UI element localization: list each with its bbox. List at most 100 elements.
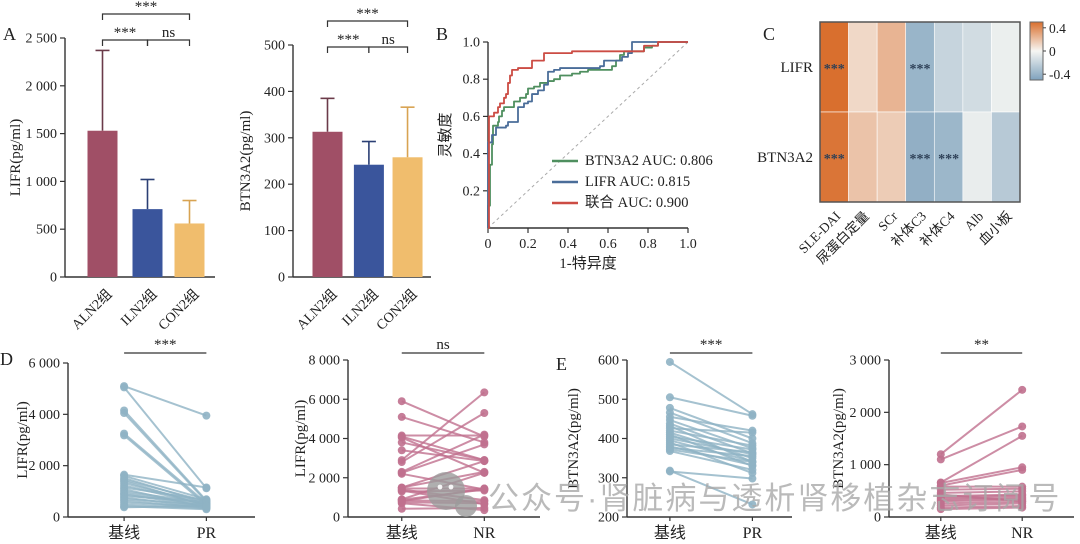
svg-text:2 500: 2 500 bbox=[26, 32, 58, 47]
svg-text:LIFR(pg/ml): LIFR(pg/ml) bbox=[293, 400, 309, 478]
data-point bbox=[748, 411, 757, 420]
svg-text:200: 200 bbox=[264, 178, 285, 193]
heatmap-row-label: BTN3A2 bbox=[757, 150, 813, 166]
category-label: 基线 bbox=[925, 524, 957, 542]
sig-bracket bbox=[326, 20, 409, 27]
heatmap-cell bbox=[848, 111, 878, 203]
svg-text:0.4: 0.4 bbox=[559, 237, 577, 252]
pair-line bbox=[401, 433, 485, 473]
svg-text:2 000: 2 000 bbox=[309, 471, 341, 486]
svg-text:2 000: 2 000 bbox=[29, 459, 61, 474]
sig-label: ns bbox=[382, 32, 396, 48]
svg-text:400: 400 bbox=[264, 85, 285, 100]
data-point bbox=[397, 412, 406, 421]
heatmap-sig: *** bbox=[938, 152, 959, 167]
sig-label: *** bbox=[135, 0, 158, 15]
pair-line bbox=[669, 441, 753, 474]
svg-text:4 000: 4 000 bbox=[29, 408, 61, 423]
panel-label-a: A bbox=[3, 24, 16, 44]
svg-text:BTN3A2(pg/ml): BTN3A2(pg/ml) bbox=[566, 388, 582, 489]
data-point bbox=[480, 503, 489, 512]
data-point bbox=[397, 469, 406, 478]
colorbar-tick: 0.4 bbox=[1049, 21, 1066, 36]
category-label: NR bbox=[473, 525, 496, 542]
data-point bbox=[748, 465, 757, 474]
pair-line bbox=[669, 470, 753, 480]
svg-text:1 500: 1 500 bbox=[26, 127, 58, 142]
heatmap-cell bbox=[962, 111, 992, 203]
pair-line bbox=[669, 450, 753, 471]
pair-line bbox=[669, 446, 753, 458]
data-point bbox=[1018, 431, 1027, 440]
heatmap-cell bbox=[962, 21, 992, 113]
data-point bbox=[665, 357, 674, 366]
svg-text:1.0: 1.0 bbox=[463, 36, 481, 51]
data-point bbox=[480, 468, 489, 477]
pair-line bbox=[669, 396, 753, 417]
bar-ILN2组 bbox=[353, 164, 384, 277]
paired-chart-e2: 0 1 000 2 000 3 000 BTN3A2(pg/ml) 基线 NR ** bbox=[831, 337, 1074, 542]
data-point bbox=[480, 484, 489, 493]
pair-line bbox=[401, 506, 485, 510]
data-point bbox=[748, 500, 757, 509]
svg-text:1 000: 1 000 bbox=[26, 175, 58, 190]
svg-text:0: 0 bbox=[333, 511, 340, 526]
panel-label-c: C bbox=[763, 24, 776, 44]
category-label: PR bbox=[197, 525, 217, 542]
heatmap-cell bbox=[991, 21, 1021, 113]
category-label: ILN2组 bbox=[118, 287, 161, 330]
heatmap-cell bbox=[876, 21, 907, 113]
pair-line bbox=[401, 441, 485, 462]
heatmap-sig: *** bbox=[910, 62, 931, 77]
paired-chart-e1: 200 300 400 500 600 BTN3A2(pg/ml) 基线 PR *** bbox=[566, 337, 792, 542]
pair-line bbox=[940, 389, 1023, 455]
data-point bbox=[397, 438, 406, 447]
data-point bbox=[1018, 503, 1027, 512]
data-point bbox=[665, 447, 674, 456]
data-point bbox=[397, 458, 406, 467]
pair-line bbox=[123, 385, 207, 417]
svg-text:0.8: 0.8 bbox=[639, 237, 657, 252]
pair-line bbox=[669, 429, 753, 447]
svg-text:100: 100 bbox=[264, 224, 285, 239]
heatmap-cell bbox=[933, 21, 964, 113]
data-point bbox=[480, 408, 489, 417]
svg-text:300: 300 bbox=[598, 471, 619, 486]
svg-text:LIFR(pg/ml): LIFR(pg/ml) bbox=[8, 119, 24, 197]
pair-line bbox=[940, 496, 1023, 500]
pair-line bbox=[940, 494, 1023, 499]
pair-line bbox=[669, 427, 753, 434]
data-point bbox=[480, 388, 489, 397]
svg-text:600: 600 bbox=[598, 354, 619, 369]
pair-line bbox=[401, 415, 485, 444]
svg-text:0: 0 bbox=[485, 237, 492, 252]
pair-line bbox=[669, 361, 753, 416]
heatmap-cell bbox=[848, 21, 878, 113]
colorbar bbox=[1029, 21, 1044, 81]
bar-CON2组 bbox=[174, 223, 205, 277]
heatmap-cell bbox=[991, 111, 1021, 203]
pair-line bbox=[401, 412, 485, 463]
paired-chart-d1: 0 2 000 4 000 6 000 LIFR(pg/ml) 基线 PR *** bbox=[15, 337, 255, 542]
data-point bbox=[665, 466, 674, 475]
data-point bbox=[1018, 385, 1027, 394]
heatmap-sig: *** bbox=[910, 152, 931, 167]
data-point bbox=[397, 487, 406, 496]
category-label: ALN2组 bbox=[69, 287, 116, 334]
pair-line bbox=[940, 468, 1023, 487]
data-point bbox=[748, 474, 757, 483]
svg-text:6 000: 6 000 bbox=[29, 357, 61, 372]
svg-text:0.2: 0.2 bbox=[463, 184, 481, 199]
pair-line bbox=[940, 493, 1023, 498]
pair-line bbox=[401, 501, 485, 505]
svg-text:BTN3A2(pg/ml): BTN3A2(pg/ml) bbox=[831, 388, 847, 489]
colorbar-tick: 0 bbox=[1049, 44, 1056, 59]
data-point bbox=[1018, 465, 1027, 474]
category-label: 基线 bbox=[654, 524, 686, 542]
category-label: ALN2组 bbox=[294, 287, 341, 334]
pair-line bbox=[123, 386, 208, 489]
legend-label: LIFR AUC: 0.815 bbox=[585, 174, 690, 190]
